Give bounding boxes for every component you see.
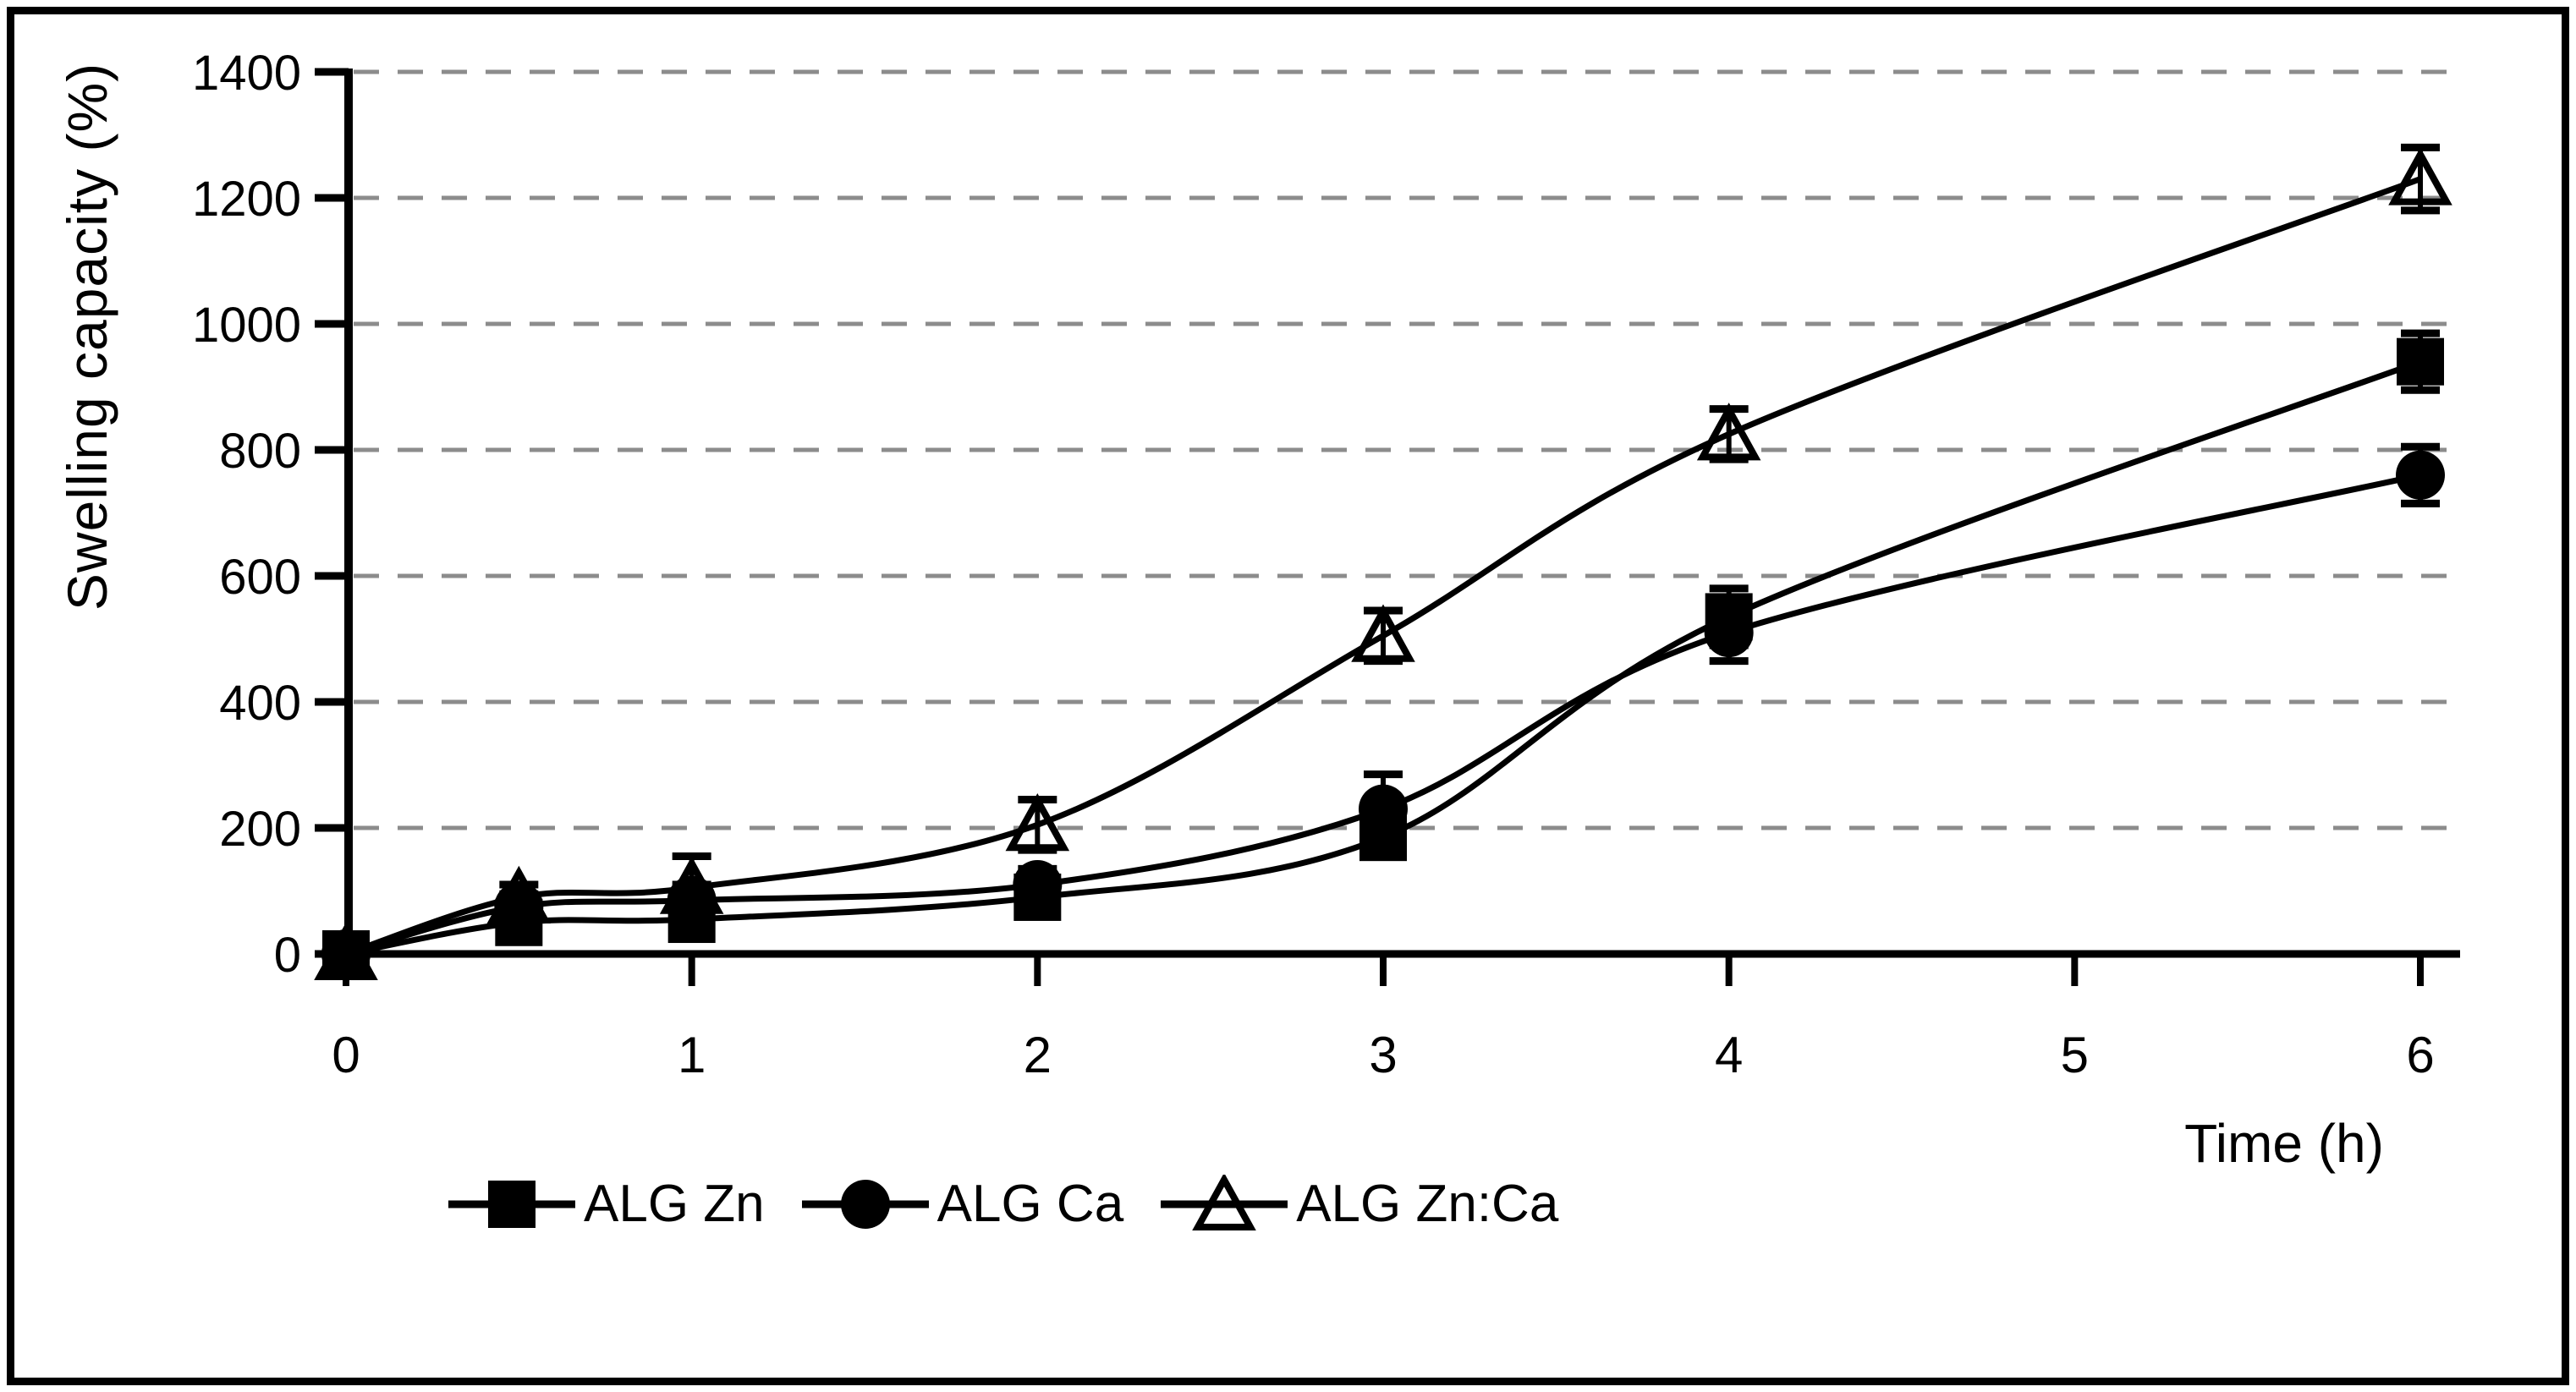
legend-item-alg-ca: ALG Ca <box>801 1174 1124 1234</box>
y-tick-label: 0 <box>274 928 301 983</box>
data-point-alg-zn-ca <box>1696 403 1761 461</box>
legend-label: ALG Ca <box>936 1175 1124 1233</box>
data-point-alg-zn-ca <box>1005 793 1070 852</box>
legend-item-alg-zn: ALG Zn <box>448 1174 765 1234</box>
data-point-alg-zn-ca <box>2388 147 2452 206</box>
triangle-marker-icon <box>1161 1174 1288 1230</box>
y-tick-label: 200 <box>219 802 301 857</box>
figure-border <box>7 7 2569 1385</box>
x-tick-label: 1 <box>678 1027 706 1083</box>
x-axis-title: Time (h) <box>2184 1113 2384 1174</box>
circle-marker-icon <box>801 1179 929 1229</box>
y-tick-label: 600 <box>219 550 301 605</box>
legend: ALG Zn ALG Ca ALG Zn:Ca <box>448 1174 1558 1234</box>
y-tick-label: 1200 <box>192 172 301 227</box>
legend-item-alg-zn-ca: ALG Zn:Ca <box>1161 1174 1558 1234</box>
series-line-alg-zn <box>345 359 2422 957</box>
series-line-alg-zn-ca <box>344 176 2422 957</box>
y-axis-title: Swelling capacity (%) <box>56 62 118 611</box>
data-point-alg-zn <box>2397 337 2445 386</box>
y-tick-label: 800 <box>219 424 301 479</box>
x-tick-label: 5 <box>2061 1027 2089 1083</box>
y-tick-label: 1000 <box>192 298 301 353</box>
x-tick-label: 0 <box>332 1027 360 1083</box>
x-tick-label: 6 <box>2406 1027 2434 1083</box>
data-point-alg-ca <box>1359 784 1409 834</box>
legend-marker <box>488 1180 536 1228</box>
x-tick-label: 4 <box>1715 1027 1743 1083</box>
square-marker-icon <box>448 1180 575 1228</box>
data-point-alg-ca <box>1704 608 1754 658</box>
x-tick-label: 3 <box>1369 1027 1397 1083</box>
data-point-alg-ca <box>321 929 371 978</box>
data-point-alg-zn-ca <box>1351 604 1415 662</box>
data-point-alg-ca <box>1013 860 1063 910</box>
legend-label: ALG Zn:Ca <box>1296 1175 1559 1233</box>
legend-label: ALG Zn <box>584 1175 765 1233</box>
x-tick-label: 2 <box>1024 1027 1052 1083</box>
data-point-alg-ca <box>2396 450 2446 500</box>
series-line-alg-ca <box>345 472 2421 957</box>
y-tick-label: 400 <box>219 676 301 731</box>
legend-marker <box>840 1179 890 1229</box>
data-point-alg-zn-ca <box>659 856 724 914</box>
y-tick-label: 1400 <box>192 46 301 101</box>
data-point-alg-zn-ca <box>314 922 378 980</box>
legend-marker <box>1192 1174 1256 1230</box>
data-point-alg-zn-ca <box>486 865 552 923</box>
